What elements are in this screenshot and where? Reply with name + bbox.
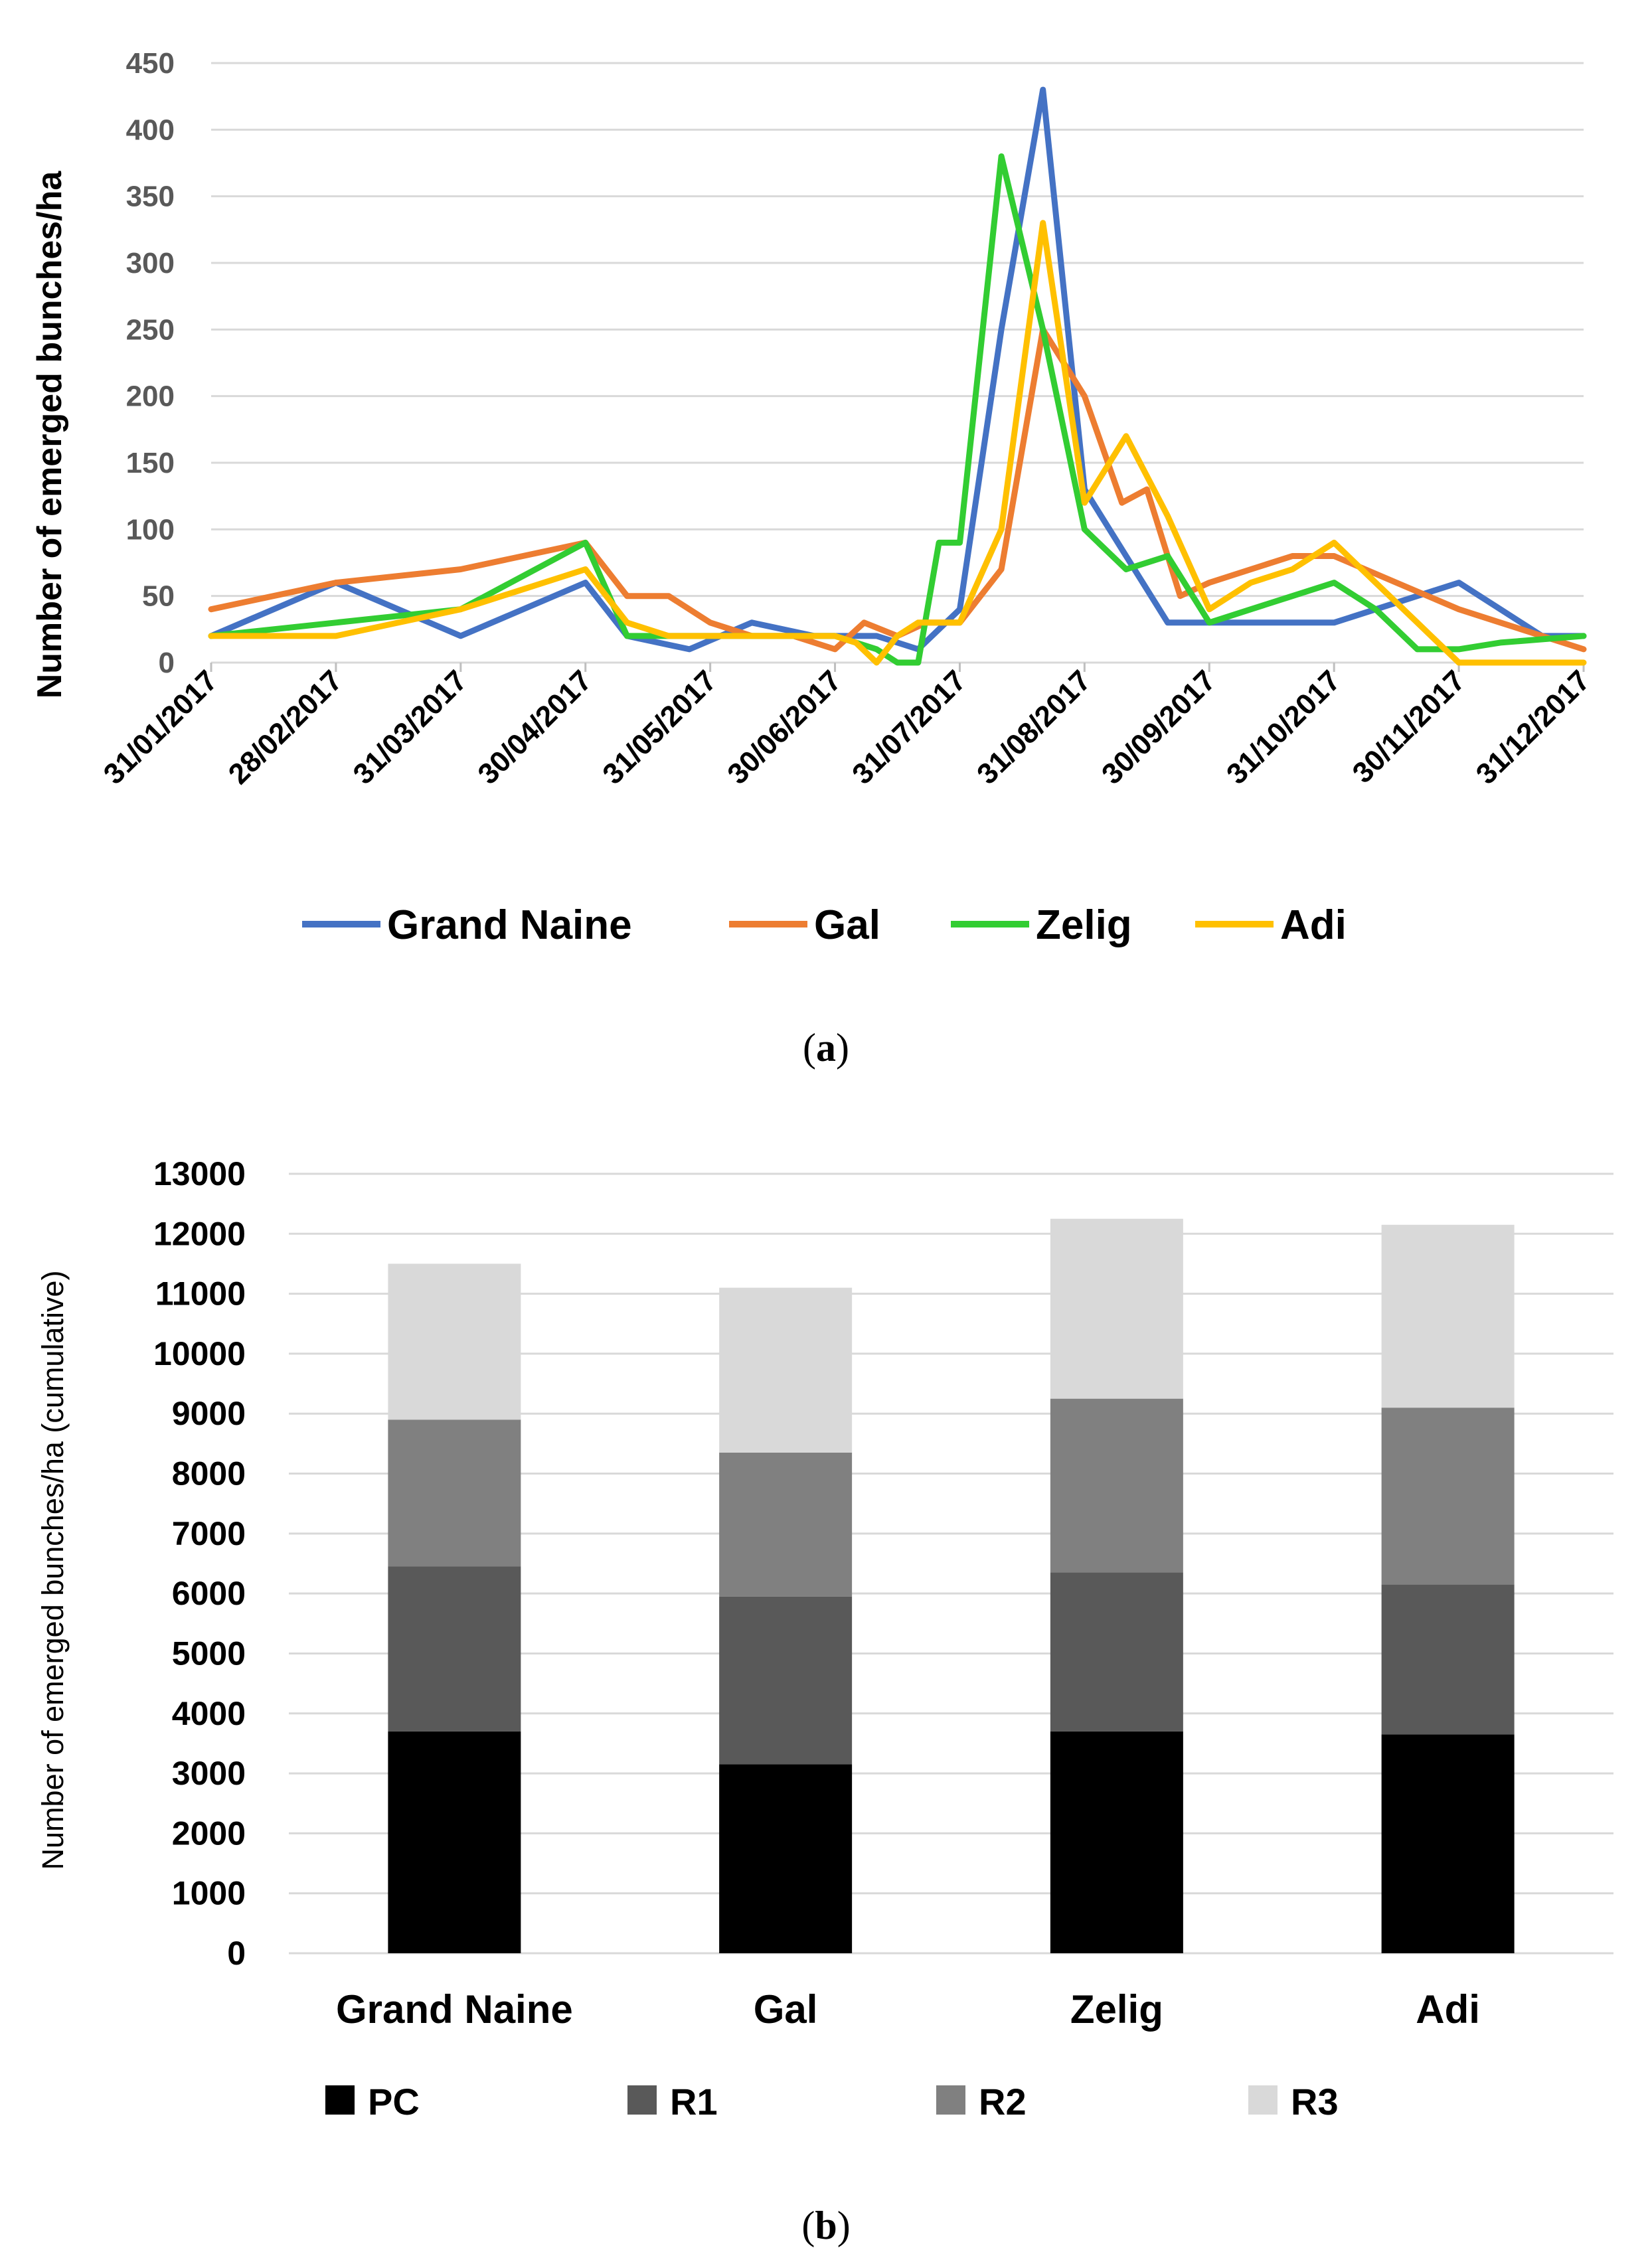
chart-a-legend-label-adi: Adi [1280, 902, 1347, 948]
chart-b-legend-item-r1: R1 [627, 2081, 718, 2123]
chart-b-y-tick-0: 0 [227, 1935, 246, 1972]
chart-b-y-tick-12000: 12000 [153, 1215, 246, 1252]
chart-b-y-tick-11000: 11000 [155, 1275, 246, 1313]
chart-a-x-tick-30-04-2017: 30/04/2017 [471, 664, 598, 790]
chart-b-bar-grand-naine-pc [388, 1731, 521, 1953]
panel-label-a: (a) [803, 1026, 849, 1070]
chart-a-x-tick-28-02-2017: 28/02/2017 [222, 664, 349, 790]
chart-b-legend-item-r3: R3 [1248, 2081, 1339, 2123]
chart-a-x-tick-31-01-2017: 31/01/2017 [98, 664, 224, 790]
chart-b-y-tick-9000: 9000 [172, 1395, 246, 1432]
chart-b-bar-adi-r2 [1381, 1408, 1515, 1585]
chart-a-gridlines [211, 62, 1584, 664]
chart-a-line-zelig [208, 153, 1587, 666]
chart-b-y-tick-5000: 5000 [172, 1635, 246, 1672]
chart-a-y-tick-labels: 0 50 100 150 200 250 300 350 400 450 [126, 47, 175, 679]
chart-a-y-tick-350: 350 [126, 181, 175, 213]
line-chart-emerged-bunches: 0 50 100 150 200 250 300 350 400 450 31/01/201728… [31, 47, 1596, 1070]
chart-a-y-axis-title: Number of emerged bunches/ha [31, 171, 69, 699]
chart-a-legend-item-gal: Gal [729, 902, 880, 948]
chart-b-y-tick-1000: 1000 [172, 1875, 246, 1912]
chart-a-y-tick-400: 400 [126, 114, 175, 146]
chart-a-x-tick-30-09-2017: 30/09/2017 [1096, 664, 1222, 790]
chart-a-x-tick-31-05-2017: 31/05/2017 [596, 664, 722, 790]
chart-b-bar-grand-naine-r3 [388, 1263, 521, 1420]
chart-b-y-tick-13000: 13000 [153, 1155, 246, 1192]
chart-a-x-tick-31-12-2017: 31/12/2017 [1470, 664, 1596, 790]
chart-b-legend: PC R1 R2 R3 [325, 2081, 1339, 2123]
chart-a-x-tick-30-11-2017: 30/11/2017 [1347, 664, 1472, 789]
chart-b-y-tick-labels: 0 1000 2000 3000 4000 5000 6000 7000 8000 9000 100… [153, 1155, 246, 1972]
chart-b-bar-zelig-pc [1050, 1731, 1183, 1953]
chart-b-legend-swatch-pc [325, 2085, 355, 2115]
chart-b-bars [388, 1218, 1515, 1953]
chart-b-y-tick-3000: 3000 [172, 1755, 246, 1792]
chart-b-bar-zelig-r2 [1050, 1398, 1183, 1573]
chart-a-y-tick-300: 300 [126, 247, 175, 280]
chart-b-bar-gal-r1 [719, 1596, 853, 1765]
chart-a-x-tick-31-07-2017: 31/07/2017 [846, 664, 972, 790]
chart-b-bar-gal-r2 [719, 1452, 853, 1597]
chart-b-category-zelig: Zelig [1070, 1987, 1163, 2032]
chart-b-y-tick-8000: 8000 [172, 1455, 246, 1492]
chart-b-bar-grand-naine-r1 [388, 1566, 521, 1731]
chart-a-line-adi [208, 220, 1587, 666]
chart-b-y-tick-4000: 4000 [172, 1695, 246, 1732]
chart-a-y-tick-150: 150 [126, 447, 175, 479]
chart-b-y-axis-title: Number of emerged bunches/ha (cumulative… [36, 1271, 70, 1870]
chart-b-bar-zelig-r3 [1050, 1218, 1183, 1399]
chart-a-y-tick-450: 450 [126, 47, 175, 80]
chart-b-category-adi: Adi [1416, 1987, 1480, 2032]
chart-a-x-tick-30-06-2017: 30/06/2017 [721, 664, 847, 790]
chart-b-y-tick-7000: 7000 [172, 1515, 246, 1552]
chart-a-line-grand-naine [208, 86, 1587, 653]
chart-b-category-gal: Gal [754, 1987, 818, 2032]
chart-b-y-tick-2000: 2000 [172, 1814, 246, 1852]
chart-b-legend-item-pc: PC [325, 2081, 420, 2123]
chart-a-line-gal [208, 326, 1587, 653]
chart-b-legend-item-r2: R2 [936, 2081, 1027, 2123]
chart-a-y-tick-100: 100 [126, 513, 175, 546]
chart-a-legend-label-zelig: Zelig [1036, 902, 1132, 948]
chart-a-y-tick-250: 250 [126, 313, 175, 346]
chart-b-legend-label-r1: R1 [670, 2081, 718, 2123]
chart-b-bar-gal-r3 [719, 1287, 853, 1453]
chart-a-y-tick-200: 200 [126, 380, 175, 413]
chart-a-x-tick-31-10-2017: 31/10/2017 [1220, 664, 1347, 790]
chart-a-legend-item-adi: Adi [1195, 902, 1347, 948]
chart-a-legend: Grand Naine Gal Zelig Adi [302, 902, 1347, 948]
chart-b-bar-adi-r3 [1381, 1224, 1515, 1408]
chart-b-legend-swatch-r1 [627, 2085, 657, 2115]
chart-b-legend-swatch-r3 [1248, 2085, 1278, 2115]
chart-b-legend-label-pc: PC [368, 2081, 420, 2123]
chart-b-category-grand-naine: Grand Naine [336, 1987, 573, 2032]
chart-a-y-tick-50: 50 [142, 580, 175, 613]
chart-a-legend-label-gal: Gal [814, 902, 880, 948]
chart-b-y-tick-10000: 10000 [153, 1335, 246, 1372]
chart-b-category-labels: Grand Naine Gal Zelig Adi [336, 1987, 1480, 2032]
chart-b-bar-gal-pc [719, 1764, 853, 1953]
chart-a-legend-item-grand-naine: Grand Naine [302, 902, 632, 948]
chart-a-series-lines [208, 86, 1587, 666]
chart-b-bar-grand-naine-r2 [388, 1419, 521, 1567]
chart-b-bar-adi-r1 [1381, 1584, 1515, 1735]
chart-b-legend-label-r3: R3 [1291, 2081, 1339, 2123]
chart-a-legend-label-grand-naine: Grand Naine [387, 902, 632, 948]
panel-label-b: (b) [801, 2204, 850, 2247]
chart-a-x-tick-31-08-2017: 31/08/2017 [971, 664, 1097, 790]
chart-b-y-tick-6000: 6000 [172, 1575, 246, 1612]
chart-a-x-tick-labels: 31/01/201728/02/201731/03/201730/04/2017… [98, 663, 1596, 791]
chart-b-bar-zelig-r1 [1050, 1572, 1183, 1731]
chart-b-bar-adi-pc [1381, 1734, 1515, 1953]
chart-b-legend-swatch-r2 [936, 2085, 965, 2115]
chart-a-y-tick-0: 0 [159, 647, 175, 679]
chart-a-legend-item-zelig: Zelig [951, 902, 1132, 948]
chart-a-x-tick-31-03-2017: 31/03/2017 [347, 664, 473, 790]
stacked-bar-chart-cumulative-bunches: 0 1000 2000 3000 4000 5000 6000 7000 8000 9000 100… [36, 1155, 1613, 2247]
chart-b-legend-label-r2: R2 [979, 2081, 1027, 2123]
